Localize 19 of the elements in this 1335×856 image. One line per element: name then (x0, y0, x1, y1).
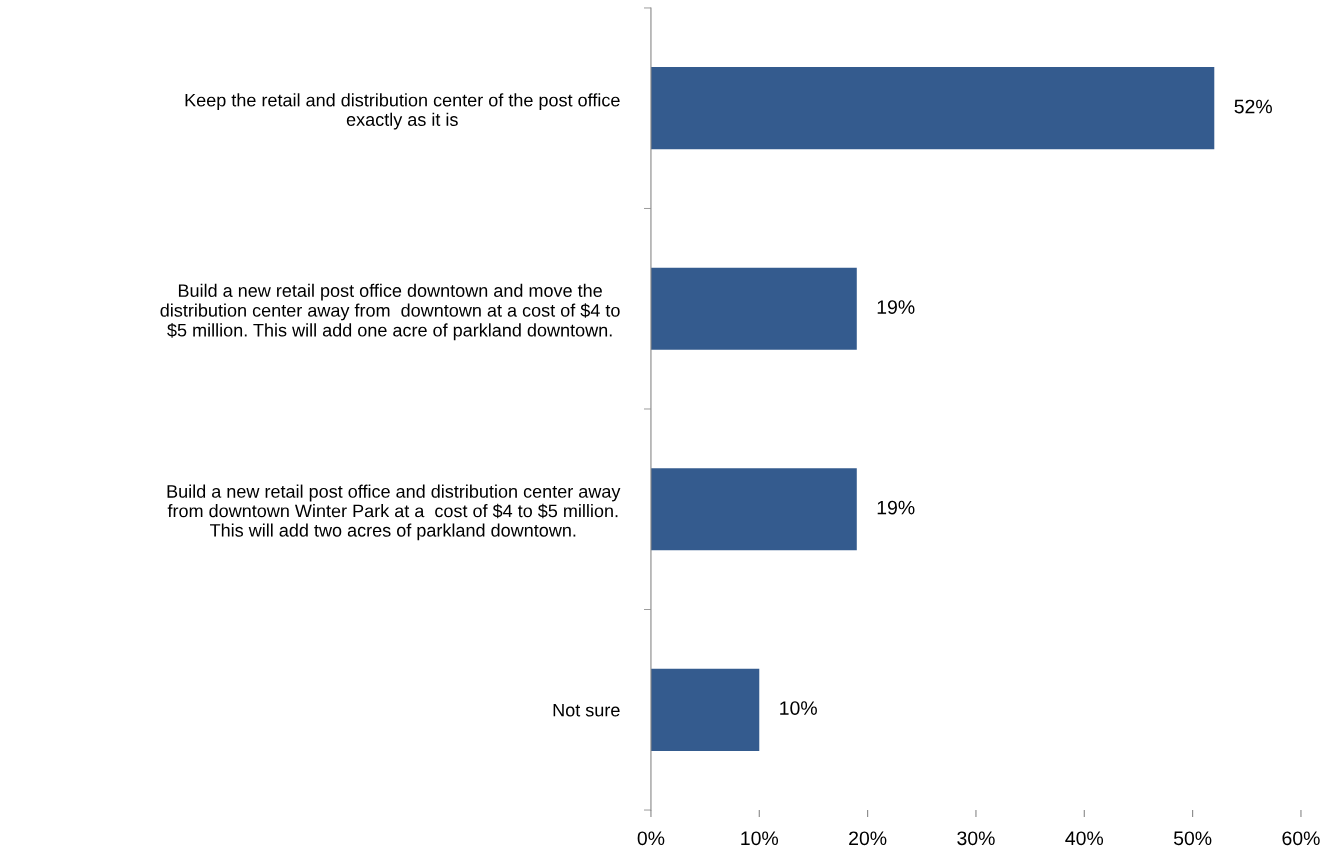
data-label: 52% (1234, 99, 1272, 114)
y-tick-label: Keep the retail and distribution center of the post office exactly as it is (185, 93, 620, 130)
bar (650, 267, 857, 350)
y-tick-label: Build a new retail post office and distribution center away from downtown Winter Park at a cost of $4 to $5 million. This will add two acres of parkland downtown. (167, 484, 621, 541)
x-tick-label: 60% (1282, 831, 1320, 846)
x-tick-label: 20% (849, 831, 887, 846)
data-label: 10% (780, 701, 817, 715)
x-tick-label: 40% (1065, 831, 1104, 846)
y-tick-label: Build a new retail post office downtown and move the distribution center away from downtown at a cost of $4 to $5 million. This will add one acre of parkland downtown. (160, 283, 620, 341)
x-tick-label: 0% (637, 831, 665, 846)
y-tick-label: Not sure (553, 703, 620, 717)
bar (650, 67, 1215, 150)
bar (650, 668, 760, 751)
bar (650, 468, 857, 551)
data-label: 19% (877, 300, 915, 314)
x-tick-label: 10% (741, 831, 779, 846)
x-tick-label: 50% (1173, 831, 1212, 846)
data-label: 19% (877, 500, 915, 515)
x-tick-label: 30% (957, 831, 995, 846)
